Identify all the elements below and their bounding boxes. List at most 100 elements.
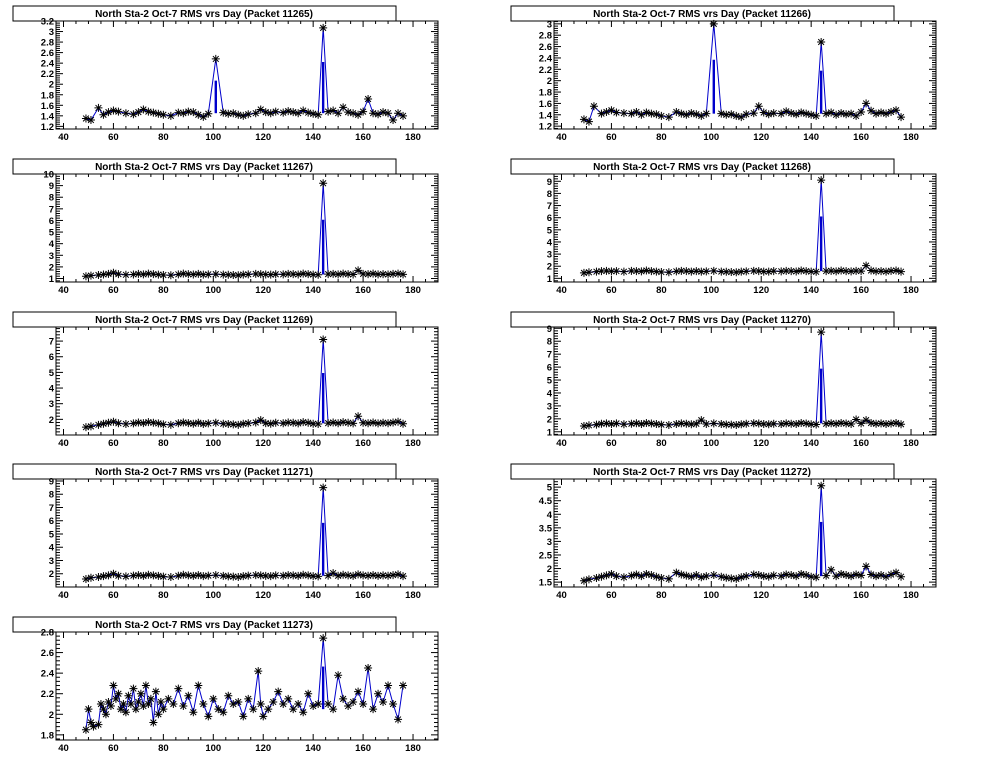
y-tick-label: 2.2	[539, 65, 552, 76]
y-tick-label: 2	[547, 414, 552, 425]
data-point	[299, 106, 308, 115]
data-point	[862, 562, 871, 571]
data-point	[109, 268, 118, 277]
data-point	[709, 571, 718, 580]
y-tick-label: 3	[547, 537, 552, 548]
x-tick-label: 60	[108, 590, 119, 601]
data-point	[194, 269, 203, 278]
data-point	[892, 266, 901, 275]
data-point	[374, 110, 383, 119]
data-point	[139, 105, 148, 114]
data-point	[602, 419, 611, 428]
data-point	[294, 419, 303, 428]
data-point	[324, 270, 333, 279]
data-point	[857, 267, 866, 276]
data-point	[797, 108, 806, 117]
y-tick-label: 5	[547, 376, 553, 387]
data-point	[254, 667, 263, 676]
data-point	[677, 570, 686, 579]
series-line	[583, 180, 902, 274]
data-point	[717, 109, 726, 118]
data-point	[289, 270, 298, 279]
data-point	[802, 109, 811, 118]
data-point	[134, 269, 143, 278]
data-point	[309, 270, 318, 279]
data-point	[84, 705, 93, 714]
x-tick-label: 60	[606, 285, 617, 296]
data-point	[754, 571, 763, 580]
data-point	[602, 266, 611, 275]
data-point	[399, 111, 408, 120]
data-point	[86, 116, 95, 125]
y-tick-label: 1.2	[41, 122, 54, 133]
data-point	[862, 99, 871, 108]
data-point	[657, 268, 666, 277]
data-point	[389, 269, 398, 278]
data-point	[179, 109, 188, 118]
data-point	[234, 271, 243, 280]
x-tick-label: 40	[58, 743, 69, 754]
chart-panel-4: North Sta-2 Oct-7 RMS vrs Day (Packet 11…	[510, 158, 937, 296]
data-point	[759, 572, 768, 581]
data-point	[334, 270, 343, 279]
data-point	[742, 419, 751, 428]
data-point	[727, 268, 736, 277]
data-point	[677, 109, 686, 118]
data-point	[319, 23, 328, 32]
data-point	[239, 572, 248, 581]
data-point	[349, 270, 358, 279]
x-tick-label: 160	[355, 132, 371, 143]
data-point	[299, 418, 308, 427]
data-point	[812, 267, 821, 276]
data-point	[742, 110, 751, 119]
data-point	[847, 572, 856, 581]
data-point	[374, 571, 383, 580]
data-point	[812, 111, 821, 120]
data-point	[199, 420, 208, 429]
data-point	[792, 420, 801, 429]
data-point	[114, 270, 123, 279]
data-point	[284, 418, 293, 427]
data-point	[319, 483, 328, 492]
data-point	[652, 420, 661, 429]
data-point	[116, 705, 125, 714]
x-tick-label: 160	[853, 590, 869, 601]
data-point	[256, 416, 265, 425]
x-tick-label: 120	[753, 132, 769, 143]
series-line	[583, 485, 902, 582]
data-point	[797, 418, 806, 427]
data-point	[354, 687, 363, 696]
data-point	[121, 270, 130, 279]
data-point	[619, 109, 628, 118]
data-point	[99, 705, 108, 714]
data-point	[619, 573, 628, 582]
y-tick-label: 8	[49, 490, 54, 501]
x-tick-label: 80	[656, 590, 667, 601]
data-point	[827, 419, 836, 428]
x-tick-label: 160	[355, 438, 371, 449]
data-point	[677, 266, 686, 275]
data-point	[742, 572, 751, 581]
data-point	[807, 267, 816, 276]
y-tick-label: 9	[547, 177, 552, 188]
x-tick-label: 40	[58, 590, 69, 601]
data-point	[111, 694, 120, 703]
data-point	[792, 267, 801, 276]
data-point	[584, 421, 593, 430]
data-point	[271, 571, 280, 580]
data-point	[279, 571, 288, 580]
chart-title: North Sta-2 Oct-7 RMS vrs Day (Packet 11…	[593, 9, 811, 20]
data-point	[807, 110, 816, 119]
data-point	[329, 705, 338, 714]
data-point	[754, 102, 763, 111]
data-point	[304, 108, 313, 117]
data-point	[777, 572, 786, 581]
data-point	[284, 694, 293, 703]
data-point	[349, 571, 358, 580]
data-point	[244, 110, 253, 119]
data-point	[174, 108, 183, 117]
data-point	[164, 694, 173, 703]
data-point	[234, 110, 243, 119]
data-point	[114, 419, 123, 428]
data-point	[261, 108, 270, 117]
